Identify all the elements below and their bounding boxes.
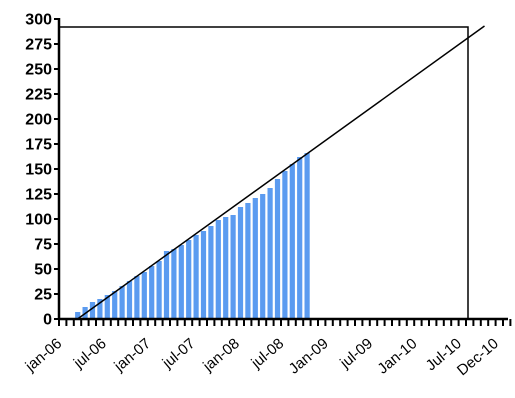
bar xyxy=(289,164,295,319)
bar xyxy=(267,188,273,319)
y-axis: 0 25 50 75 100 125 150 175 200 225 250 275 300 xyxy=(25,12,61,329)
y-tick-label: 125 xyxy=(25,187,52,204)
bar xyxy=(134,276,140,319)
bar xyxy=(119,286,125,319)
x-tick-label: Jan-10 xyxy=(374,335,420,378)
bar xyxy=(178,245,184,319)
x-tick-label: Jan-09 xyxy=(286,335,332,378)
y-tick-label: 225 xyxy=(25,87,52,104)
x-tick-label: Dec-10 xyxy=(454,335,502,379)
y-tick-label: 25 xyxy=(34,287,52,304)
bar xyxy=(215,220,221,319)
bar xyxy=(223,217,229,319)
bar xyxy=(297,157,303,319)
bar xyxy=(126,281,133,319)
x-tick-labels: jan-06 jul-06 jan-07 jul-07 jan-08 jul-08Jan-… xyxy=(22,335,502,379)
bar xyxy=(163,251,170,319)
bar xyxy=(156,261,162,319)
bar xyxy=(282,171,288,319)
reference-line xyxy=(77,25,485,320)
bar xyxy=(75,312,81,319)
y-tick-label: 100 xyxy=(25,212,52,229)
bar xyxy=(208,226,214,319)
bar xyxy=(104,295,110,319)
y-tick-label: 300 xyxy=(25,12,52,29)
bar xyxy=(274,179,281,319)
bar xyxy=(260,194,266,319)
bar xyxy=(237,207,244,319)
y-tick-label: 200 xyxy=(25,112,52,129)
bar xyxy=(245,203,251,319)
y-tick-label: 75 xyxy=(34,237,52,254)
bar xyxy=(149,266,155,319)
x-tick-label: jan-07 xyxy=(110,335,154,375)
x-tick-label: jul-06 xyxy=(70,335,110,372)
y-ticks: 0 25 50 75 100 125 150 175 200 225 250 275 300 xyxy=(25,12,59,329)
x-axis: jan-06 jul-06 jan-07 jul-07 jan-08 jul-08Jan-… xyxy=(22,317,512,379)
bar xyxy=(186,240,192,319)
x-tick-label: jul-09 xyxy=(336,335,376,372)
bar xyxy=(112,291,118,319)
y-tick-label: 175 xyxy=(25,137,52,154)
bar xyxy=(193,235,199,319)
bar xyxy=(141,272,147,319)
x-tick-label: jan-06 xyxy=(22,335,66,375)
y-tick-label: 250 xyxy=(25,62,52,79)
bar xyxy=(304,153,310,319)
y-tick-label: 0 xyxy=(43,312,52,329)
bar xyxy=(200,231,207,319)
bar xyxy=(252,198,258,319)
y-tick-label: 275 xyxy=(25,37,52,54)
bar xyxy=(171,249,177,319)
x-tick-label: jan-08 xyxy=(199,335,243,375)
bar xyxy=(230,215,236,319)
y-tick-label: 150 xyxy=(25,162,52,179)
bar xyxy=(97,299,103,319)
x-ticks xyxy=(58,319,512,326)
y-tick-label: 50 xyxy=(34,262,52,279)
x-tick-label: jul-08 xyxy=(247,335,287,372)
x-tick-label: jul-07 xyxy=(159,335,199,372)
bars xyxy=(75,153,310,319)
bar xyxy=(89,302,96,319)
